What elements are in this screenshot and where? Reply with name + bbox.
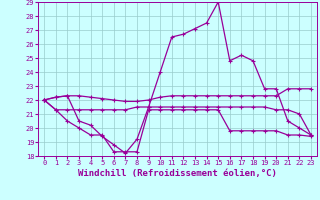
X-axis label: Windchill (Refroidissement éolien,°C): Windchill (Refroidissement éolien,°C) — [78, 169, 277, 178]
